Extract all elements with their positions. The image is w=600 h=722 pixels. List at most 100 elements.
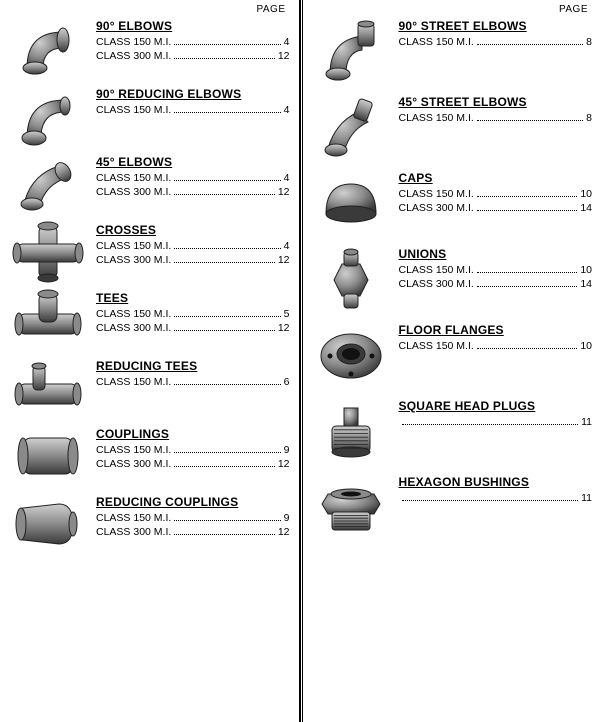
- spec-label: CLASS 300 M.I.: [96, 457, 171, 471]
- leader-dots: [402, 492, 579, 501]
- spec-label: CLASS 150 M.I.: [96, 307, 171, 321]
- spec-label: CLASS 150 M.I.: [96, 103, 171, 117]
- page-number: 14: [580, 201, 592, 215]
- entry-info: COUPLINGSCLASS 150 M.I.9CLASS 300 M.I.12: [96, 425, 290, 471]
- spec-line: CLASS 300 M.I. 12: [96, 49, 290, 63]
- page-number: 12: [278, 185, 290, 199]
- fitting-icon: [8, 221, 88, 283]
- spec-label: CLASS 150 M.I.: [96, 511, 171, 525]
- spec-line: CLASS 300 M.I. 14: [399, 201, 593, 215]
- catalog-entry: REDUCING TEES CLASS 150 M.I.6: [8, 357, 290, 419]
- page-number: 4: [284, 171, 290, 185]
- fitting-icon: [311, 245, 391, 315]
- page-number: 12: [278, 49, 290, 63]
- spec-line: CLASS 150 M.I.8: [399, 111, 593, 125]
- spec-line: CLASS 150 M.I.6: [96, 375, 290, 389]
- leader-dots: [174, 458, 275, 467]
- left-column: PAGE 90° ELBOWSCLASS 150 M.I.4CLASS 300 …: [0, 0, 298, 722]
- spec-line: CLASS 150 M.I. 9: [96, 511, 290, 525]
- entry-info: FLOOR FLANGESCLASS 150 M.I.10: [399, 321, 593, 353]
- spec-label: CLASS 150 M.I.: [399, 339, 474, 353]
- leader-dots: [174, 376, 280, 385]
- leader-dots: [477, 202, 578, 211]
- spec-label: CLASS 300 M.I.: [399, 201, 474, 215]
- page-number: 4: [284, 103, 290, 117]
- spec-label: CLASS 150 M.I.: [96, 239, 171, 253]
- spec-line: 11: [399, 491, 593, 505]
- catalog-entry: UNIONS CLASS 150 M.I.10CLASS 300 M.I.14: [311, 245, 593, 315]
- fitting-icon: [8, 425, 88, 487]
- leader-dots: [477, 112, 583, 121]
- fitting-icon: [311, 397, 391, 467]
- entry-title: CROSSES: [96, 223, 290, 237]
- fitting-icon: [311, 17, 391, 87]
- entry-info: UNIONS CLASS 150 M.I.10CLASS 300 M.I.14: [399, 245, 593, 291]
- page-number: 9: [284, 511, 290, 525]
- fitting-icon: [8, 289, 88, 351]
- leader-dots: [477, 340, 578, 349]
- entry-title: 90° REDUCING ELBOWS: [96, 87, 290, 101]
- fitting-icon: [311, 169, 391, 239]
- entry-title: REDUCING TEES: [96, 359, 290, 373]
- entry-title: HEXAGON BUSHINGS: [399, 475, 593, 489]
- fitting-icon: [8, 493, 88, 555]
- catalog-entry: FLOOR FLANGESCLASS 150 M.I.10: [311, 321, 593, 391]
- entry-info: 90° ELBOWSCLASS 150 M.I.4CLASS 300 M.I.1…: [96, 17, 290, 63]
- page-number: 4: [284, 35, 290, 49]
- spec-line: CLASS 150 M.I. 10: [399, 339, 593, 353]
- leader-dots: [174, 186, 275, 195]
- page-number: 12: [278, 253, 290, 267]
- spec-line: CLASS 300 M.I.12: [96, 321, 290, 335]
- fitting-icon: [8, 357, 88, 419]
- page-number: 6: [284, 375, 290, 389]
- catalog-entry: 45° STREET ELBOWS CLASS 150 M.I.8: [311, 93, 593, 163]
- entry-info: TEES CLASS 150 M.I. 5CLASS 300 M.I.12: [96, 289, 290, 335]
- catalog-entry: COUPLINGSCLASS 150 M.I.9CLASS 300 M.I.12: [8, 425, 290, 487]
- catalog-entry: CROSSESCLASS 150 M.I.4CLASS 300 M.I.12: [8, 221, 290, 283]
- spec-line: CLASS 300 M.I.12: [96, 525, 290, 539]
- page-number: 10: [580, 339, 592, 353]
- leader-dots: [477, 188, 578, 197]
- catalog-entry: 45° ELBOWSCLASS 150 M.I.4CLASS 300 M.I.1…: [8, 153, 290, 215]
- spec-line: CLASS 150 M.I. 8: [399, 35, 593, 49]
- entry-info: CROSSESCLASS 150 M.I.4CLASS 300 M.I.12: [96, 221, 290, 267]
- entry-info: 90° STREET ELBOWS CLASS 150 M.I. 8: [399, 17, 593, 49]
- entry-info: REDUCING COUPLINGS CLASS 150 M.I. 9CLASS 3…: [96, 493, 290, 539]
- spec-line: 11: [399, 415, 593, 429]
- right-column: PAGE 90° STREET ELBOWS CLASS 150 M.I. 8 45…: [302, 0, 600, 722]
- leader-dots: [174, 240, 280, 249]
- spec-label: CLASS 300 M.I.: [96, 253, 171, 267]
- spec-label: CLASS 150 M.I.: [399, 111, 474, 125]
- catalog-entry: 90° REDUCING ELBOWS CLASS 150 M.I. 4: [8, 85, 290, 147]
- leader-dots: [477, 278, 578, 287]
- spec-line: CLASS 300 M.I. 12: [96, 253, 290, 267]
- page-number: 8: [586, 35, 592, 49]
- leader-dots: [174, 444, 280, 453]
- spec-line: CLASS 150 M.I. 5: [96, 307, 290, 321]
- entry-title: UNIONS: [399, 247, 593, 261]
- spec-label: CLASS 300 M.I.: [96, 49, 171, 63]
- fitting-icon: [8, 153, 88, 215]
- catalog-sheet: PAGE 90° ELBOWSCLASS 150 M.I.4CLASS 300 …: [0, 0, 600, 722]
- leader-dots: [174, 50, 275, 59]
- entry-title: REDUCING COUPLINGS: [96, 495, 290, 509]
- entry-title: 45° STREET ELBOWS: [399, 95, 593, 109]
- entry-info: 90° REDUCING ELBOWS CLASS 150 M.I. 4: [96, 85, 290, 117]
- entry-title: 90° STREET ELBOWS: [399, 19, 593, 33]
- catalog-entry: TEES CLASS 150 M.I. 5CLASS 300 M.I.12: [8, 289, 290, 351]
- page-number: 11: [581, 415, 592, 429]
- spec-line: CLASS 300 M.I.14: [399, 277, 593, 291]
- leader-dots: [174, 526, 275, 535]
- spec-label: CLASS 300 M.I.: [96, 185, 171, 199]
- spec-label: CLASS 150 M.I.: [399, 187, 474, 201]
- spec-line: CLASS 150 M.I.10: [399, 263, 593, 277]
- spec-line: CLASS 150 M.I.4: [96, 35, 290, 49]
- page-header-right: PAGE: [311, 4, 593, 17]
- spec-label: CLASS 150 M.I.: [399, 35, 474, 49]
- entry-info: REDUCING TEES CLASS 150 M.I.6: [96, 357, 290, 389]
- page-number: 11: [581, 491, 592, 505]
- spec-line: CLASS 150 M.I.9: [96, 443, 290, 457]
- entry-title: TEES: [96, 291, 290, 305]
- column-divider: [299, 0, 301, 722]
- page-number: 5: [284, 307, 290, 321]
